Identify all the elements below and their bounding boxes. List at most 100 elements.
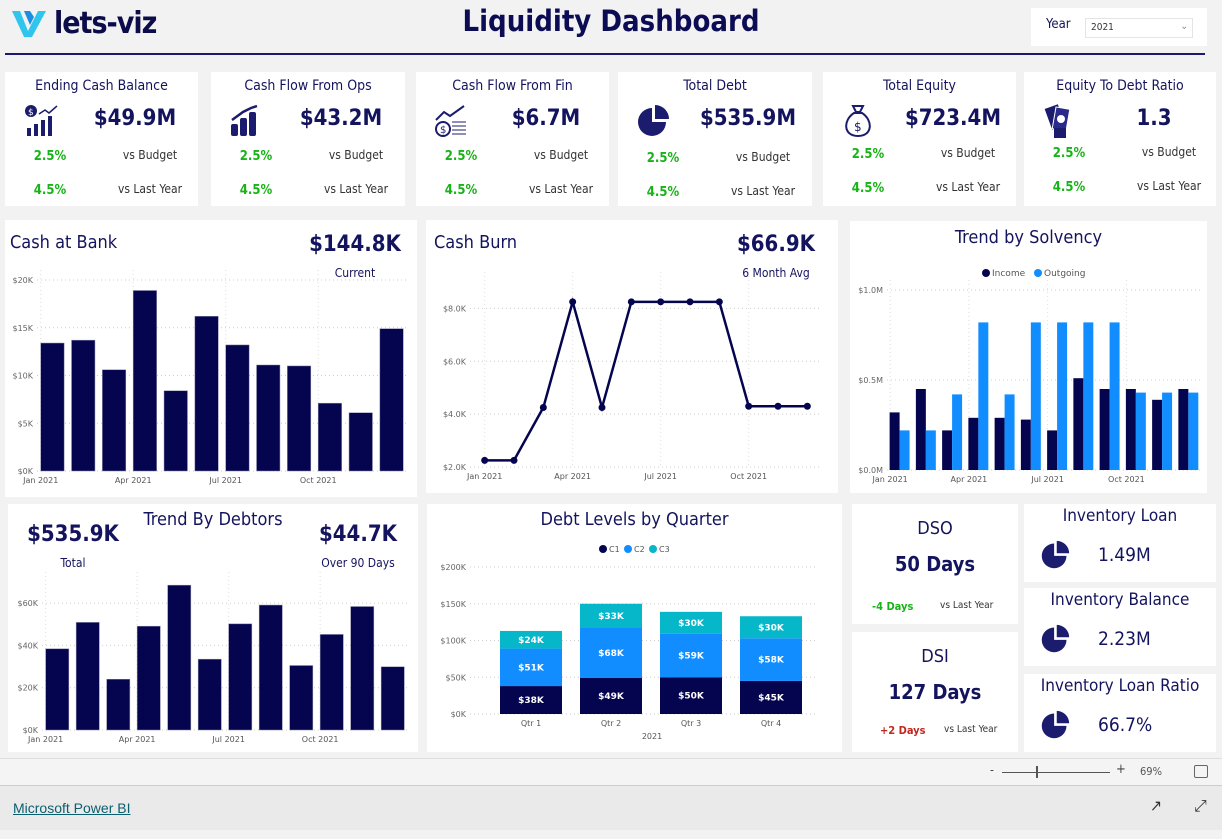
bar bbox=[194, 316, 219, 472]
kpi-title: Total Equity bbox=[883, 78, 956, 94]
kpi-vs-budget-label: vs Budget bbox=[940, 146, 996, 160]
zoom-level: 69% bbox=[1140, 765, 1162, 778]
bar bbox=[71, 339, 96, 472]
bar-income bbox=[1073, 378, 1084, 470]
legend-marker bbox=[649, 545, 657, 553]
data-label: $68K bbox=[598, 649, 625, 659]
bar bbox=[75, 622, 100, 731]
bar-outgoing bbox=[952, 394, 963, 470]
y-tick-label: $8.0K bbox=[443, 304, 467, 313]
legend-marker bbox=[599, 545, 607, 553]
cash-burn-chart: $2.0K $4.0K $6.0K $8.0K Jan 2021 Apr 2021 Jul … bbox=[443, 272, 822, 481]
growth-bars-icon bbox=[231, 104, 258, 136]
x-tick-label: Apr 2021 bbox=[554, 472, 591, 481]
legend-label: C1 bbox=[609, 545, 620, 554]
kpi-title: Cash Flow From Fin bbox=[452, 78, 573, 94]
dso-value: 50 Days bbox=[894, 552, 976, 576]
x-tick-label: Oct 2021 bbox=[300, 476, 337, 485]
data-point bbox=[510, 456, 518, 464]
bar-outgoing bbox=[1135, 392, 1146, 470]
kpi-vs-ly: 4.5% bbox=[646, 185, 680, 200]
card-title: Debt Levels by Quarter bbox=[540, 509, 729, 530]
bar bbox=[228, 623, 253, 731]
x-tick-label: Qtr 3 bbox=[681, 719, 701, 728]
dso-card: DSO 50 Days -4 Days vs Last Year bbox=[852, 504, 1018, 624]
logo-mark-icon bbox=[12, 10, 46, 37]
x-tick-label: Jul 2021 bbox=[1030, 475, 1064, 484]
logo-text: lets-viz bbox=[54, 6, 157, 41]
y-tick-label: $6.0K bbox=[443, 357, 467, 366]
inventory-card: Inventory Balance 2.23M bbox=[1024, 588, 1216, 666]
y-tick-label: $20K bbox=[12, 276, 33, 285]
zoom-out-button[interactable]: - bbox=[990, 763, 994, 777]
bar bbox=[45, 648, 70, 731]
card-title: Cash Burn bbox=[434, 232, 518, 253]
dsi-delta-label: vs Last Year bbox=[944, 724, 998, 735]
data-label: $50K bbox=[678, 692, 705, 702]
dsi-card: DSI 127 Days +2 Days vs Last Year bbox=[852, 632, 1018, 752]
kpi-vs-budget-label: vs Budget bbox=[1141, 145, 1197, 159]
svg-text:$: $ bbox=[28, 108, 34, 118]
data-label: $45K bbox=[758, 693, 785, 703]
dso-delta-label: vs Last Year bbox=[940, 600, 994, 611]
y-tick-label: $0.0M bbox=[858, 466, 883, 475]
data-point bbox=[715, 298, 723, 306]
kpi-vs-budget: 2.5% bbox=[444, 149, 478, 164]
fit-to-page-icon[interactable] bbox=[1194, 765, 1208, 778]
kpi-title: Cash Flow From Ops bbox=[244, 78, 372, 94]
bar bbox=[106, 679, 131, 731]
bar bbox=[225, 344, 250, 472]
data-point bbox=[803, 402, 811, 410]
bar bbox=[136, 625, 161, 731]
bar-segment-c1 bbox=[660, 677, 722, 714]
kpi-card: Cash Flow From Fin $ $6.7M 2.5% vs Budge… bbox=[416, 72, 609, 206]
data-label: $33K bbox=[598, 612, 625, 622]
kpi-vs-ly-label: vs Last Year bbox=[117, 182, 183, 196]
zoom-slider-handle[interactable] bbox=[1036, 766, 1038, 778]
x-tick-label: Jul 2021 bbox=[211, 735, 245, 744]
bar bbox=[40, 342, 65, 472]
bar-segment-c2 bbox=[580, 628, 642, 678]
kpi-value: 1.3 bbox=[1136, 106, 1172, 131]
legend-label: C2 bbox=[634, 545, 645, 554]
zoom-slider-track[interactable] bbox=[1002, 772, 1110, 773]
inventory-value: 66.7% bbox=[1098, 714, 1153, 736]
share-icon[interactable]: ↗ bbox=[1150, 796, 1163, 815]
y-tick-label: $1.0M bbox=[858, 286, 883, 295]
bar bbox=[258, 604, 283, 731]
x-axis-label: 2021 bbox=[642, 732, 662, 741]
data-label: $58K bbox=[758, 656, 785, 666]
page-title: Liquidity Dashboard bbox=[462, 4, 760, 38]
legend-marker bbox=[1034, 269, 1042, 277]
legend-marker bbox=[624, 545, 632, 553]
dsi-value: 127 Days bbox=[888, 680, 982, 704]
y-tick-label: $5K bbox=[18, 419, 34, 428]
x-tick-label: Jan 2021 bbox=[466, 472, 502, 481]
year-dropdown[interactable]: 2021 ⌄ bbox=[1085, 18, 1193, 38]
bar-income bbox=[1178, 389, 1189, 470]
bar bbox=[256, 364, 281, 472]
debtors-over90: $44.7K bbox=[319, 522, 397, 547]
inventory-value: 2.23M bbox=[1098, 628, 1151, 650]
x-tick-label: Qtr 2 bbox=[601, 719, 621, 728]
bar bbox=[102, 369, 127, 472]
kpi-vs-budget-label: vs Budget bbox=[328, 148, 384, 162]
bar-segment-c1 bbox=[500, 686, 562, 714]
debt-levels-card: Debt Levels by Quarter $0K $50K $100K $150K… bbox=[427, 504, 842, 752]
bar-income bbox=[1152, 399, 1163, 470]
kpi-card: Cash Flow From Ops $43.2M 2.5% vs Budget… bbox=[211, 72, 405, 206]
zoom-in-button[interactable]: + bbox=[1116, 762, 1126, 777]
x-tick-label: Qtr 1 bbox=[521, 719, 541, 728]
bar-outgoing bbox=[1083, 322, 1094, 470]
fullscreen-icon[interactable]: ⤢ bbox=[1194, 796, 1207, 815]
x-tick-label: Oct 2021 bbox=[302, 735, 339, 744]
chevron-down-icon: ⌄ bbox=[1180, 21, 1188, 32]
bar bbox=[348, 412, 373, 472]
legend-marker bbox=[982, 269, 990, 277]
bar-outgoing bbox=[1109, 322, 1120, 470]
y-tick-label: $100K bbox=[440, 637, 466, 646]
card-title: Trend By Debtors bbox=[143, 509, 283, 530]
bar bbox=[289, 665, 314, 731]
money-bag-icon: $ bbox=[845, 105, 871, 138]
power-bi-link[interactable]: Microsoft Power BI bbox=[13, 800, 131, 816]
